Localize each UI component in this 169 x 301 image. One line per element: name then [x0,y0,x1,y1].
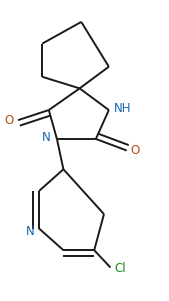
Text: Cl: Cl [115,262,126,275]
Text: NH: NH [114,102,131,115]
Text: O: O [5,114,14,127]
Text: O: O [131,144,140,157]
Text: N: N [42,131,50,144]
Text: N: N [26,225,34,238]
